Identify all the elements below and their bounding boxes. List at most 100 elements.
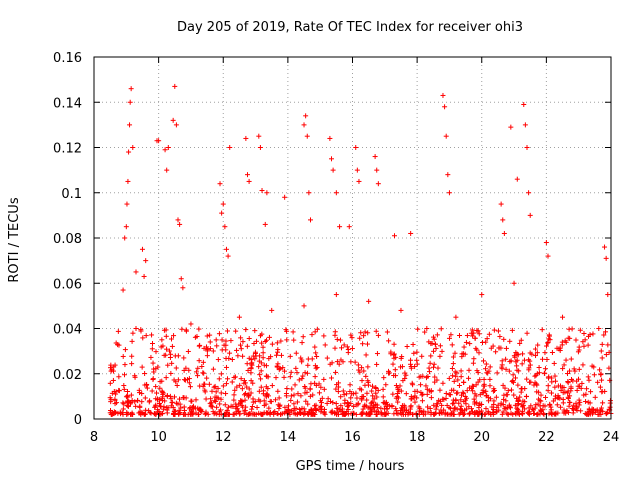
data-point xyxy=(431,361,437,367)
data-point xyxy=(129,353,135,359)
data-point xyxy=(263,392,269,398)
data-point xyxy=(597,367,603,373)
data-point xyxy=(259,340,265,346)
data-point xyxy=(316,381,322,387)
data-point xyxy=(168,370,174,376)
data-point xyxy=(200,359,206,365)
data-point xyxy=(387,403,393,409)
data-point xyxy=(128,86,134,92)
data-point xyxy=(168,336,174,342)
data-point xyxy=(175,377,181,383)
data-point xyxy=(483,366,489,372)
data-point xyxy=(312,344,318,350)
data-point xyxy=(139,391,145,397)
data-point xyxy=(278,338,284,344)
data-point xyxy=(383,411,389,417)
data-point xyxy=(163,375,169,381)
data-point xyxy=(340,359,346,365)
data-point xyxy=(497,334,503,340)
data-point xyxy=(111,388,117,394)
data-point xyxy=(573,404,579,410)
data-point xyxy=(439,348,445,354)
data-point xyxy=(446,375,452,381)
data-point xyxy=(143,333,149,339)
data-point xyxy=(409,380,415,386)
data-point xyxy=(462,407,468,413)
data-point xyxy=(197,383,203,389)
data-point xyxy=(335,380,341,386)
data-point xyxy=(502,385,508,391)
data-point xyxy=(328,156,334,162)
data-point xyxy=(427,369,433,375)
data-point xyxy=(607,404,613,410)
data-point xyxy=(545,388,551,394)
data-point xyxy=(447,392,453,398)
data-point xyxy=(286,409,292,415)
data-point xyxy=(116,374,122,380)
data-point xyxy=(298,411,304,417)
data-point xyxy=(450,373,456,379)
data-point xyxy=(474,368,480,374)
data-point xyxy=(545,253,551,259)
data-point xyxy=(263,363,269,369)
data-point xyxy=(120,406,126,412)
data-point xyxy=(303,113,309,119)
data-point xyxy=(266,334,272,340)
data-point xyxy=(138,327,144,333)
data-point xyxy=(495,328,501,334)
data-point xyxy=(399,354,405,360)
data-point xyxy=(129,338,135,344)
data-point xyxy=(269,341,275,347)
data-point xyxy=(514,363,520,369)
data-point xyxy=(557,348,563,354)
data-point xyxy=(237,342,243,348)
data-point xyxy=(439,402,445,408)
data-point xyxy=(359,410,365,416)
data-point xyxy=(233,401,239,407)
data-point xyxy=(297,406,303,412)
data-point xyxy=(334,359,340,365)
data-point xyxy=(440,380,446,386)
data-point xyxy=(124,201,130,207)
data-point xyxy=(538,407,544,413)
data-point xyxy=(427,360,433,366)
data-point xyxy=(437,343,443,349)
data-point xyxy=(370,383,376,389)
data-point xyxy=(374,408,380,414)
data-point xyxy=(503,345,509,351)
data-point xyxy=(507,338,513,344)
data-point xyxy=(148,354,154,360)
data-point xyxy=(420,391,426,397)
data-point xyxy=(515,352,521,358)
data-point xyxy=(231,397,237,403)
data-point xyxy=(130,145,136,150)
data-point xyxy=(298,355,304,361)
data-point xyxy=(344,403,350,409)
data-point xyxy=(591,372,597,378)
data-point xyxy=(223,355,229,361)
data-point xyxy=(403,372,409,378)
data-point xyxy=(353,390,359,396)
data-point xyxy=(425,374,431,380)
x-tick-label: 10 xyxy=(150,430,167,445)
data-point xyxy=(466,375,472,381)
data-point xyxy=(574,387,580,393)
data-point xyxy=(231,411,237,417)
data-point xyxy=(150,360,156,366)
data-point xyxy=(171,411,177,417)
data-point xyxy=(555,410,561,416)
data-point xyxy=(110,377,116,383)
data-point xyxy=(203,396,209,402)
data-point xyxy=(595,411,601,417)
data-point xyxy=(240,339,246,345)
data-point xyxy=(162,147,168,153)
data-point xyxy=(356,178,362,184)
data-point xyxy=(484,370,490,376)
data-point xyxy=(393,373,399,379)
data-point xyxy=(308,381,314,387)
data-point xyxy=(335,389,341,395)
data-point xyxy=(333,292,339,298)
data-point xyxy=(586,406,592,412)
data-point xyxy=(349,346,355,352)
data-point xyxy=(495,402,501,408)
